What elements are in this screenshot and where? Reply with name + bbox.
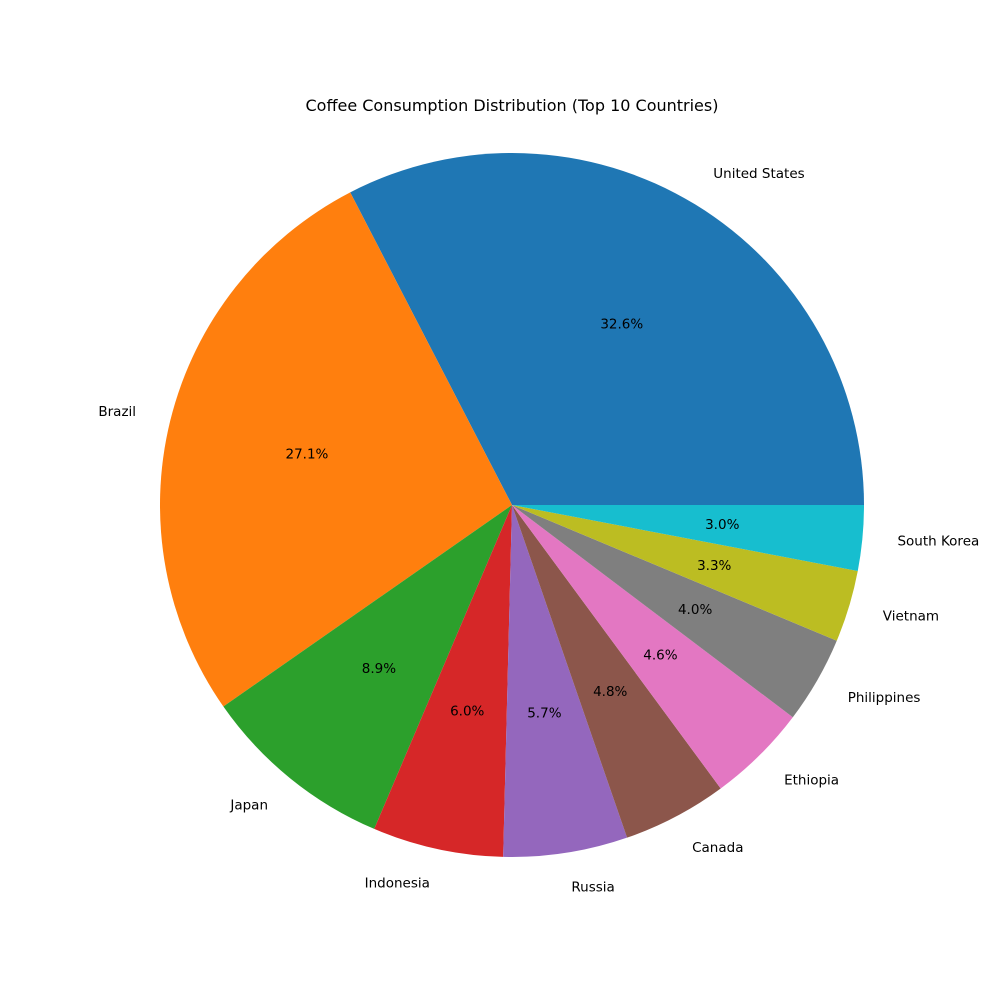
slice-label: Brazil bbox=[98, 404, 136, 420]
pie-slice-japan bbox=[223, 505, 512, 829]
pie-slices bbox=[159, 153, 864, 857]
slice-percent-label: 4.6% bbox=[643, 647, 677, 663]
pie-percent-labels: 32.6% 27.1% 8.9% 6.0% 5.7% 4.8% 4.6% 4.0% 3.3% 3.… bbox=[286, 317, 740, 722]
pie-slice-indonesia bbox=[374, 505, 512, 857]
pie-slice-canada bbox=[512, 505, 721, 838]
slice-percent-label: 4.8% bbox=[593, 684, 627, 700]
chart-title: Coffee Consumption Distribution (Top 10 … bbox=[306, 96, 719, 115]
pie-slice-vietnam bbox=[512, 505, 858, 641]
slice-percent-label: 32.6% bbox=[600, 317, 643, 333]
pie-slice-russia bbox=[503, 505, 628, 857]
pie-slice-south-korea bbox=[512, 505, 864, 571]
slice-label: Indonesia bbox=[365, 875, 430, 891]
slice-percent-label: 3.0% bbox=[705, 517, 739, 533]
slice-label: Japan bbox=[229, 798, 268, 814]
slice-percent-label: 6.0% bbox=[450, 703, 484, 719]
slice-percent-label: 27.1% bbox=[286, 446, 329, 462]
pie-slice-philippines bbox=[512, 505, 837, 718]
slice-percent-label: 3.3% bbox=[697, 558, 731, 574]
pie-slice-brazil bbox=[159, 192, 512, 707]
slice-label: United States bbox=[713, 166, 804, 182]
pie-slice-labels: United States Brazil Japan Indonesia Russia C… bbox=[98, 166, 979, 895]
slice-label: Vietnam bbox=[883, 609, 939, 625]
slice-percent-label: 8.9% bbox=[362, 661, 396, 677]
slice-percent-label: 5.7% bbox=[527, 706, 561, 722]
slice-label: Philippines bbox=[848, 690, 921, 706]
slice-label: Ethiopia bbox=[784, 773, 839, 789]
slice-percent-label: 4.0% bbox=[678, 602, 712, 618]
slice-label: Russia bbox=[571, 880, 614, 896]
pie-slice-ethiopia bbox=[512, 505, 793, 789]
slice-label: Canada bbox=[692, 840, 743, 856]
pie-slice-united-states bbox=[350, 153, 864, 505]
slice-label: South Korea bbox=[897, 533, 979, 549]
